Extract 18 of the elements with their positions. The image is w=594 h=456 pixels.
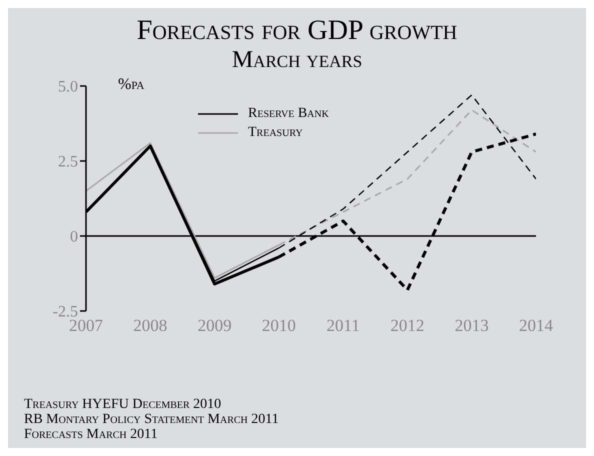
text: Treasury HYEFU December 2010 (24, 397, 222, 412)
legend-label: Treasury (248, 124, 303, 140)
y-tick-label: 2.5 (58, 154, 78, 171)
x-tick-label: 2010 (262, 316, 296, 336)
legend-label: Reserve Bank (248, 106, 329, 122)
text: Forecasts March 2011 (24, 427, 159, 442)
x-tick-label: 2011 (326, 316, 360, 336)
text: RB Montary Policy Statement March 2011 (24, 412, 279, 427)
x-tick-label: 2012 (390, 316, 424, 336)
x-tick-label: 2014 (519, 316, 554, 336)
chart-subtitle: March years (230, 46, 364, 74)
x-tick-label: 2009 (198, 316, 232, 336)
x-tick-label: 2013 (454, 316, 489, 336)
chart-title: Forecasts for GDP growth (136, 14, 458, 46)
y-tick-label: 0 (70, 228, 78, 246)
x-tick-label: 2008 (133, 316, 168, 336)
y-tick-label: 5.0 (58, 78, 78, 96)
y-axis-title: %pa (118, 76, 144, 94)
